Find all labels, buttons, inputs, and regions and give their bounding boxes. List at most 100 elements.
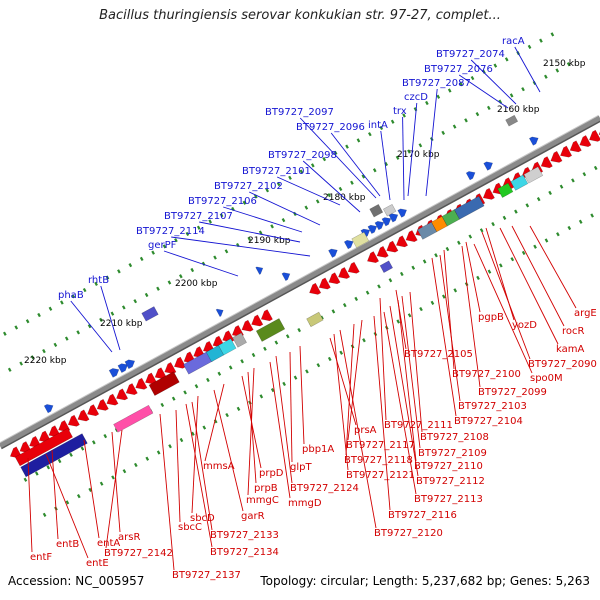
track-dot (537, 197, 541, 201)
red-leader-line (398, 300, 416, 461)
track-dot (510, 257, 514, 261)
domain-block-shape (380, 261, 393, 273)
gene-label-trx: trx (393, 106, 407, 117)
gene-label-BT9727_2102: BT9727_2102 (214, 181, 283, 192)
track-dot (521, 87, 525, 91)
gene-label-BT9727_2121: BT9727_2121 (346, 470, 415, 481)
track-dot (297, 328, 301, 332)
blue-leader-line (515, 47, 540, 92)
gene-label-BT9727_2101: BT9727_2101 (242, 166, 311, 177)
track-dot (494, 63, 498, 67)
track-dot (391, 120, 395, 124)
track-dot (77, 494, 81, 498)
gene-label-prpD: prpD (259, 468, 284, 479)
red-leader-line (112, 432, 120, 532)
track-dot (263, 347, 267, 351)
track-dot (58, 459, 62, 463)
track-dot (503, 216, 507, 220)
track-dot (339, 351, 343, 355)
forward-gene (529, 135, 540, 146)
track-dot (26, 319, 30, 323)
track-dot (548, 191, 552, 195)
track-dot (195, 384, 199, 388)
gene-label-BT9727_2116: BT9727_2116 (388, 510, 457, 521)
track-dot (179, 274, 183, 278)
track-dot (81, 446, 85, 450)
track-dot (46, 465, 50, 469)
gene-label-racA: racA (502, 36, 525, 47)
red-leader-line (242, 376, 261, 468)
red-leader-line (52, 450, 58, 539)
reverse-gene-shape (365, 252, 379, 266)
tick-label: 2160 kbp (497, 105, 540, 115)
domain-block-shape (114, 405, 153, 432)
track-dot (54, 343, 58, 347)
track-dot (362, 338, 366, 342)
gene-label-czcD: czcD (404, 92, 428, 103)
forward-gene (484, 160, 495, 171)
gene-label-BT9727_2124: BT9727_2124 (290, 483, 359, 494)
gene-label-entE: entE (86, 558, 109, 569)
track-dot (19, 361, 23, 365)
gene-label-entB: entB (56, 539, 79, 550)
track-dot (453, 124, 457, 128)
domain-block (380, 261, 393, 273)
domain-block (506, 115, 518, 126)
gene-label-BT9727_2111: BT9727_2111 (384, 420, 453, 431)
track-dot (476, 276, 480, 280)
track-dot (590, 213, 594, 217)
blue-leader-line (381, 131, 390, 200)
gene-label-gerPF: gerPF (148, 240, 177, 251)
track-dot (556, 232, 560, 236)
track-dot (92, 440, 96, 444)
gene-label-entA: entA (97, 538, 120, 549)
forward-gene (216, 307, 225, 317)
blue-leader-line (277, 177, 340, 205)
gene-label-argE: argE (574, 308, 597, 319)
track-dot (122, 305, 126, 309)
track-dot (539, 39, 543, 43)
gene-label-spo0M: spo0M (530, 373, 563, 384)
track-dot (505, 57, 509, 61)
blue-leader-line (101, 286, 120, 350)
gene-label-BT9727_2133: BT9727_2133 (210, 530, 279, 541)
gene-label-kamA: kamA (556, 344, 584, 355)
track-dot (140, 257, 144, 261)
track-dot (217, 372, 221, 376)
forward-gene (44, 402, 55, 413)
track-dot (259, 394, 263, 398)
gene-label-glpT: glpT (290, 462, 312, 473)
track-dot (487, 106, 491, 110)
reverse-gene (307, 283, 321, 297)
track-dot (100, 482, 104, 486)
track-dot (528, 45, 532, 49)
gene-label-mmsA: mmsA (203, 461, 235, 472)
track-dot (448, 88, 452, 92)
gene-label-BT9727_2098: BT9727_2098 (268, 150, 337, 161)
track-dot (157, 450, 161, 454)
forward-gene-shape (466, 169, 477, 180)
track-dot (317, 363, 321, 367)
gene-label-garR: garR (241, 511, 265, 522)
gene-label-BT9727_2120: BT9727_2120 (374, 528, 443, 539)
track-dot (304, 206, 308, 210)
gene-label-BT9727_2109: BT9727_2109 (418, 448, 487, 459)
track-dot (411, 266, 415, 270)
gene-label-BT9727_2108: BT9727_2108 (420, 432, 489, 443)
track-dot (128, 263, 132, 267)
track-dot (419, 143, 423, 147)
gene-label-BT9727_2096: BT9727_2096 (296, 122, 365, 133)
tick-label: 2150 kbp (543, 59, 586, 69)
gene-label-BT9727_2137: BT9727_2137 (172, 570, 241, 581)
gene-label-BT9727_2112: BT9727_2112 (416, 476, 485, 487)
gene-label-rhtB: rhtB (88, 275, 109, 286)
track-dot (168, 280, 172, 284)
gene-label-prsA: prsA (354, 425, 377, 436)
gene-label-prpB: prpB (254, 483, 278, 494)
track-dot (229, 365, 233, 369)
forward-gene-shape (484, 160, 495, 171)
track-dot (471, 76, 475, 80)
track-dot (134, 463, 138, 467)
track-dot (35, 471, 39, 475)
track-dot (111, 312, 115, 316)
